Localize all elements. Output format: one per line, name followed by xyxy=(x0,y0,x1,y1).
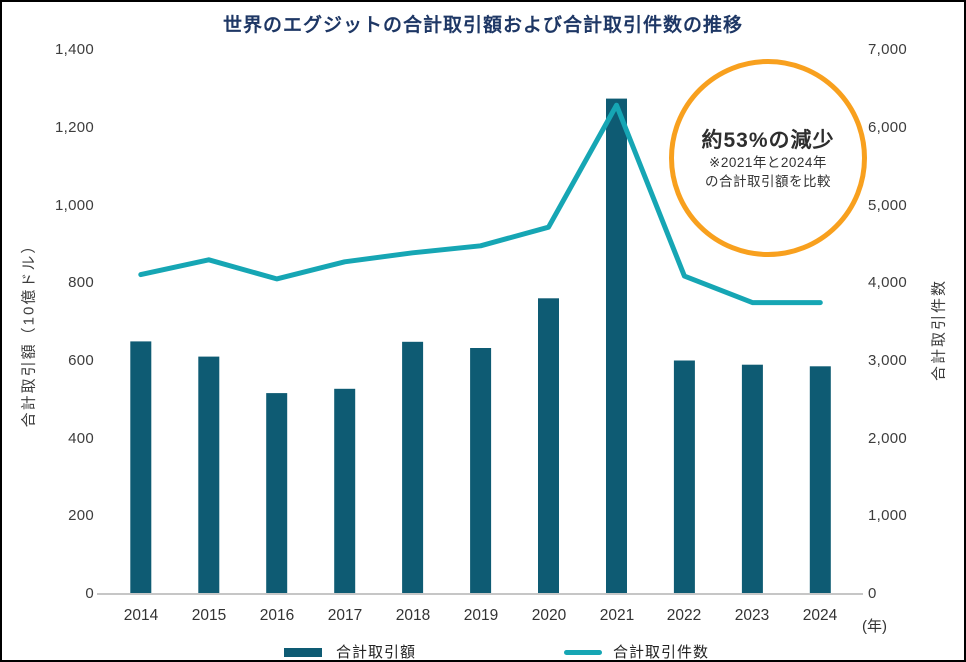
left-axis-tick: 1,400 xyxy=(54,41,94,58)
left-axis-tick: 400 xyxy=(68,430,94,447)
bar-2014 xyxy=(130,341,152,594)
left-axis-tick: 1,200 xyxy=(54,119,94,136)
legend-bar-label: 合計取引額 xyxy=(336,644,417,661)
bar-2019 xyxy=(470,348,492,594)
x-axis-unit-label: (年) xyxy=(862,618,887,635)
bar-2018 xyxy=(402,341,424,594)
annotation-note-line1: ※2021年と2024年 xyxy=(709,155,827,171)
x-axis-year: 2024 xyxy=(802,607,838,624)
bar-2016 xyxy=(266,393,288,594)
x-axis-year: 2017 xyxy=(327,607,363,624)
annotation-circle: 約53%の減少 ※2021年と2024年 の合計取引額を比較 xyxy=(669,59,867,257)
left-axis-tick: 200 xyxy=(68,507,94,524)
left-axis-tick: 1,000 xyxy=(54,197,94,214)
x-axis-year: 2018 xyxy=(395,607,431,624)
right-axis-tick: 6,000 xyxy=(868,119,908,136)
x-axis-year: 2021 xyxy=(599,607,635,624)
x-axis-year: 2015 xyxy=(191,607,227,624)
x-axis-year: 2022 xyxy=(666,607,702,624)
x-axis-year: 2020 xyxy=(531,607,567,624)
right-axis-tick: 1,000 xyxy=(868,507,908,524)
right-axis-tick: 4,000 xyxy=(868,274,908,291)
bar-2022 xyxy=(673,360,695,594)
annotation-headline: 約53%の減少 xyxy=(701,129,835,153)
legend-line-label: 合計取引件数 xyxy=(613,644,710,661)
x-axis-year: 2023 xyxy=(734,607,770,624)
left-axis-tick: 800 xyxy=(68,274,94,291)
bar-2017 xyxy=(334,388,356,594)
annotation-note-line2: の合計取引額を比較 xyxy=(705,174,831,189)
x-axis-year: 2016 xyxy=(259,607,295,624)
right-axis-tick: 7,000 xyxy=(868,41,908,58)
legend-bar-swatch xyxy=(284,648,322,657)
legend-line-swatch xyxy=(564,650,602,655)
left-axis-tick: 600 xyxy=(68,352,94,369)
bar-2015 xyxy=(198,356,220,594)
bar-series xyxy=(130,98,831,594)
x-axis-line xyxy=(97,593,863,595)
right-axis-tick: 3,000 xyxy=(868,352,908,369)
bar-2024 xyxy=(809,366,831,594)
chart-title: 世界のエグジットの合計取引額および合計取引件数の推移 xyxy=(222,15,743,36)
right-axis-tick: 5,000 xyxy=(868,197,908,214)
right-axis-tick: 0 xyxy=(868,585,877,602)
right-axis-tick: 2,000 xyxy=(868,430,908,447)
x-axis-year: 2019 xyxy=(463,607,499,624)
left-axis-tick: 0 xyxy=(85,585,94,602)
x-axis-year: 2014 xyxy=(123,607,159,624)
bar-2021 xyxy=(606,98,627,594)
bar-2023 xyxy=(741,364,763,594)
line-series xyxy=(138,102,823,306)
bar-2020 xyxy=(538,298,559,594)
